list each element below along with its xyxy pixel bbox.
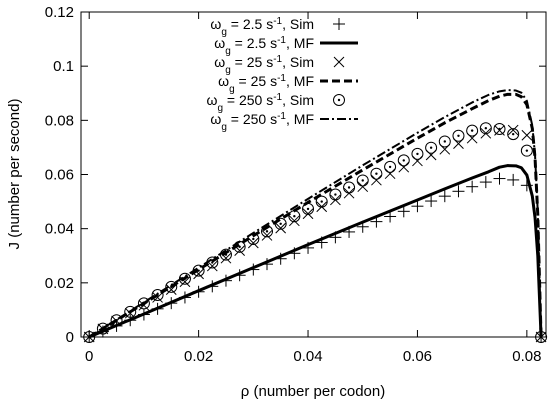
- data-point: [397, 154, 410, 167]
- legend-entry-5: ωg = 250 s-1, MF: [210, 111, 358, 133]
- y-tick-labels: 0 0.02 0.04 0.06 0.08 0.1 0.12: [45, 4, 74, 346]
- data-point: [507, 128, 520, 141]
- y-tick-label: 0: [66, 329, 74, 346]
- data-point: [384, 168, 396, 180]
- data-point: [479, 176, 492, 189]
- data-point: [479, 122, 492, 135]
- data-point: [384, 160, 397, 173]
- x-tick-labels: 0 0.02 0.04 0.06 0.08: [85, 348, 541, 365]
- data-point: [96, 322, 109, 335]
- data-point: [535, 331, 548, 343]
- legend-entry-4: ωg = 250 s-1, Sim: [207, 92, 345, 114]
- data-point: [411, 200, 424, 213]
- data-point: [261, 225, 273, 238]
- data-point: [493, 172, 506, 185]
- y-tick-label: 0.12: [45, 4, 74, 21]
- y-axis-label: J (number per second): [6, 99, 23, 250]
- data-point: [507, 124, 519, 136]
- data-point: [343, 181, 356, 194]
- x-axis-label: ρ (number per codon): [241, 383, 385, 400]
- data-point: [302, 208, 314, 220]
- data-point: [466, 124, 479, 137]
- y-tick-label: 0.1: [53, 58, 74, 75]
- legend-label: ωg = 2.5 s-1, MF: [214, 35, 314, 57]
- series-5: [88, 89, 543, 338]
- y-tick-label: 0.02: [45, 275, 74, 292]
- series-layer: [83, 89, 548, 343]
- data-point: [412, 155, 423, 167]
- series-1: [88, 164, 543, 339]
- data-point: [425, 195, 438, 208]
- data-point: [333, 94, 345, 106]
- y-tick-label: 0.04: [45, 221, 74, 238]
- data-point: [493, 123, 506, 135]
- x-tick-label: 0.08: [512, 348, 541, 365]
- data-point: [275, 222, 287, 234]
- y-tick-label: 0.06: [45, 167, 74, 184]
- legend-label: ωg = 250 s-1, Sim: [207, 92, 315, 114]
- series-line: [88, 89, 543, 338]
- data-point: [261, 230, 273, 241]
- data-point: [152, 292, 163, 303]
- data-point: [371, 174, 382, 186]
- data-point: [425, 141, 438, 154]
- x-tick-label: 0: [85, 348, 93, 365]
- legend-entry-3: ωg = 25 s-1, MF: [218, 73, 358, 95]
- data-point: [438, 190, 451, 203]
- data-point: [333, 56, 345, 68]
- data-point: [507, 173, 520, 186]
- data-point: [333, 18, 345, 30]
- legend-entry-0: ωg = 2.5 s-1, Sim: [210, 16, 345, 38]
- series-line: [88, 164, 543, 339]
- data-point: [438, 135, 451, 148]
- legend-entry-2: ωg = 25 s-1, Sim: [214, 54, 345, 76]
- x-tick-label: 0.04: [293, 348, 322, 365]
- legend-label: ωg = 2.5 s-1, Sim: [210, 16, 314, 38]
- data-point: [302, 202, 315, 215]
- data-point: [274, 217, 287, 230]
- data-point: [206, 260, 218, 272]
- data-point: [288, 215, 300, 227]
- data-point: [398, 161, 410, 173]
- y-tick-label: 0.08: [45, 112, 74, 129]
- data-point: [411, 147, 424, 160]
- data-point: [452, 185, 465, 198]
- x-tick-label: 0.06: [403, 348, 432, 365]
- data-point: [329, 188, 342, 201]
- data-point: [288, 210, 301, 223]
- legend-entry-1: ωg = 2.5 s-1, MF: [214, 35, 358, 57]
- data-point: [110, 314, 123, 327]
- data-point: [397, 205, 410, 218]
- data-point: [357, 181, 369, 193]
- series-4: [83, 122, 548, 343]
- data-point: [370, 167, 383, 180]
- legend-label: ωg = 25 s-1, MF: [218, 73, 314, 95]
- data-point: [165, 280, 178, 293]
- data-point: [452, 129, 465, 142]
- data-point: [521, 129, 533, 141]
- data-point: [356, 174, 369, 187]
- data-point: [247, 237, 259, 249]
- x-tick-label: 0.02: [184, 348, 213, 365]
- data-point: [466, 180, 479, 193]
- data-point: [520, 144, 533, 157]
- data-point: [315, 195, 328, 208]
- legend-label: ωg = 250 s-1, MF: [210, 111, 314, 133]
- legend-label: ωg = 25 s-1, Sim: [214, 54, 314, 76]
